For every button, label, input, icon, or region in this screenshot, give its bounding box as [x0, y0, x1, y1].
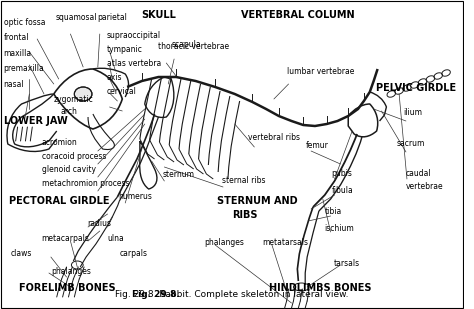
Text: claws: claws	[10, 249, 32, 259]
Text: optic fossa: optic fossa	[4, 18, 45, 27]
Text: sternum: sternum	[162, 170, 194, 179]
Text: maxilla: maxilla	[4, 49, 32, 58]
Text: ilium: ilium	[403, 108, 422, 117]
Text: fibula: fibula	[331, 185, 353, 195]
Text: parietal: parietal	[97, 13, 127, 23]
Text: PELVIC GIRDLE: PELVIC GIRDLE	[375, 83, 456, 93]
Text: squamosal: squamosal	[55, 13, 97, 23]
Text: zygomatic: zygomatic	[53, 95, 93, 104]
Text: vertebral ribs: vertebral ribs	[248, 133, 300, 142]
Text: glenoid cavity: glenoid cavity	[42, 165, 96, 175]
Text: frontal: frontal	[4, 33, 29, 42]
Text: LOWER JAW: LOWER JAW	[4, 116, 67, 125]
Text: phalanges: phalanges	[204, 238, 244, 247]
Text: lumbar vertebrae: lumbar vertebrae	[287, 66, 355, 76]
Text: premaxilla: premaxilla	[4, 64, 45, 73]
Text: FORELIMB BONES: FORELIMB BONES	[18, 283, 115, 293]
Text: radius: radius	[87, 218, 111, 228]
Text: caudal: caudal	[406, 168, 431, 178]
Text: tibia: tibia	[325, 207, 342, 216]
Text: pubis: pubis	[331, 168, 352, 178]
Text: nasal: nasal	[4, 79, 24, 89]
Text: arch: arch	[60, 107, 77, 116]
Text: sacrum: sacrum	[396, 139, 425, 148]
Text: metachromion process: metachromion process	[42, 179, 129, 188]
Text: sternal ribs: sternal ribs	[222, 176, 265, 185]
Text: vertebrae: vertebrae	[406, 182, 443, 192]
Text: carpals: carpals	[119, 249, 147, 259]
Text: metacarpals: metacarpals	[42, 234, 90, 243]
Text: thoracic vertebrae: thoracic vertebrae	[158, 42, 229, 52]
Text: ischium: ischium	[325, 224, 355, 233]
Text: tarsals: tarsals	[334, 259, 360, 268]
Ellipse shape	[74, 87, 92, 101]
Text: metatarsals: metatarsals	[262, 238, 308, 247]
Text: axis: axis	[107, 73, 122, 82]
Text: phalanges: phalanges	[51, 267, 91, 277]
Text: RIBS: RIBS	[232, 210, 257, 220]
Text: femur: femur	[306, 141, 329, 150]
Text: coracoid process: coracoid process	[42, 151, 106, 161]
Text: scapula: scapula	[172, 40, 201, 49]
Text: PECTORAL GIRDLE: PECTORAL GIRDLE	[9, 197, 110, 206]
Text: cervical: cervical	[107, 87, 137, 96]
Text: ulna: ulna	[108, 234, 124, 243]
Text: STERNUM AND: STERNUM AND	[217, 197, 298, 206]
Text: Fig. 29.8. Rabbit. Complete skeleton in lateral view.: Fig. 29.8. Rabbit. Complete skeleton in …	[115, 290, 348, 299]
Text: tympanic: tympanic	[107, 45, 143, 54]
Text: supraoccipital: supraoccipital	[107, 31, 161, 40]
Text: acromion: acromion	[42, 138, 77, 147]
Text: SKULL: SKULL	[141, 11, 176, 20]
Text: VERTEBRAL COLUMN: VERTEBRAL COLUMN	[241, 11, 355, 20]
Text: humerus: humerus	[118, 192, 152, 201]
Text: atlas vertebra: atlas vertebra	[107, 59, 161, 68]
Text: Fig. 29.8.: Fig. 29.8.	[132, 290, 180, 299]
Text: HINDLIMBS BONES: HINDLIMBS BONES	[269, 283, 372, 293]
